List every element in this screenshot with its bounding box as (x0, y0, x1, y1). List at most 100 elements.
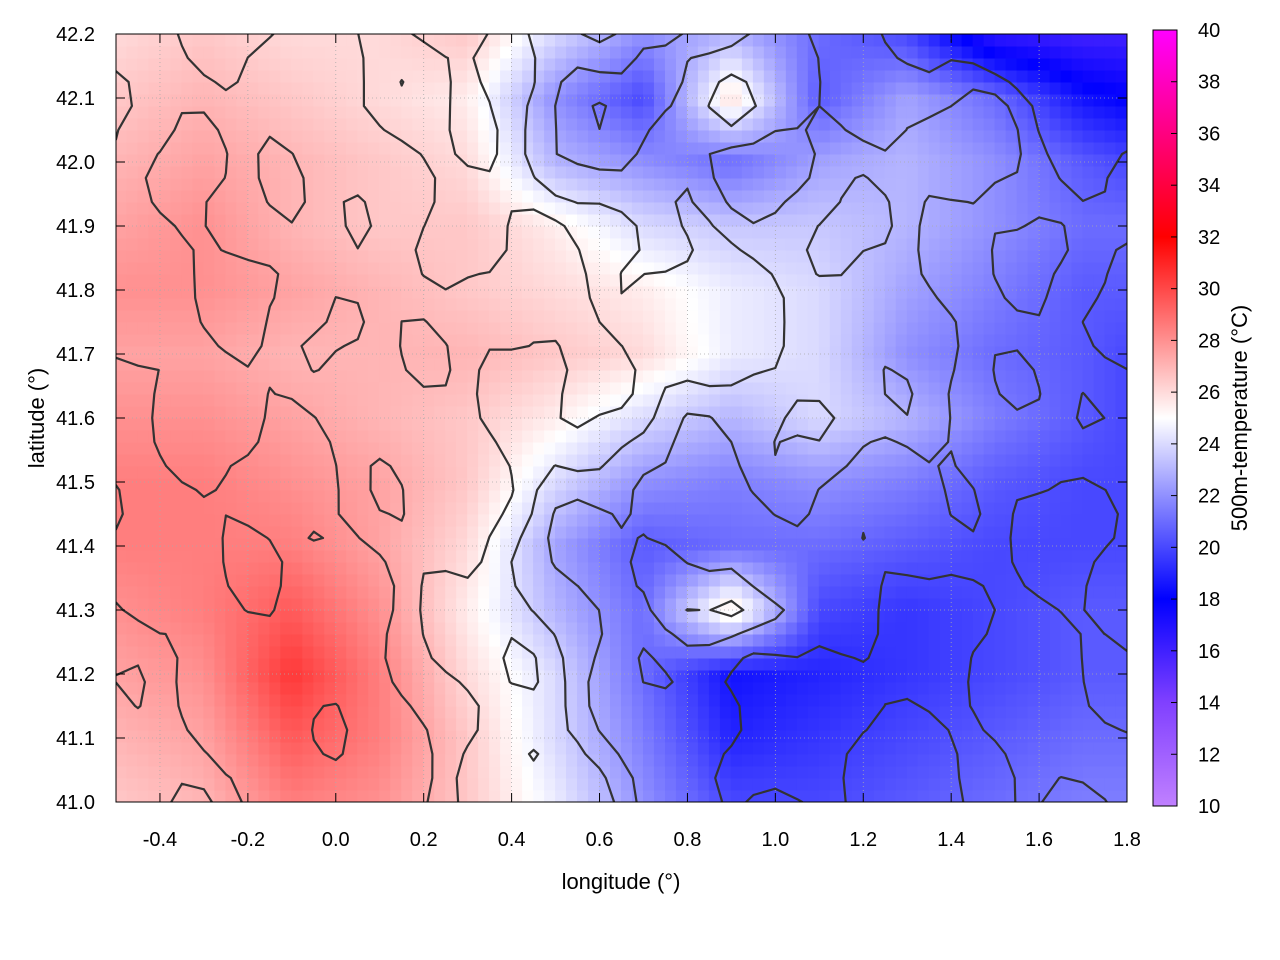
heatmap-cell (785, 453, 798, 467)
heatmap-cell (796, 273, 809, 287)
heatmap-cell (181, 645, 194, 659)
heatmap-cell (950, 597, 963, 611)
heatmap-cell (511, 525, 524, 539)
heatmap-cell (511, 597, 524, 611)
heatmap-cell (445, 369, 458, 383)
heatmap-cell (577, 501, 590, 515)
heatmap-cell (357, 705, 370, 719)
heatmap-cell (522, 369, 535, 383)
heatmap-cell (302, 693, 315, 707)
heatmap-cell (1027, 165, 1040, 179)
heatmap-cell (137, 549, 150, 563)
heatmap-cell (1005, 393, 1018, 407)
heatmap-cell (225, 333, 238, 347)
heatmap-cell (1016, 549, 1029, 563)
heatmap-cell (653, 381, 666, 395)
heatmap-cell (610, 213, 622, 227)
heatmap-cell (137, 153, 150, 167)
heatmap-cell (214, 345, 227, 359)
heatmap-cell (741, 153, 754, 167)
heatmap-cell (555, 729, 568, 743)
heatmap-cell (917, 285, 930, 299)
heatmap-cell (664, 645, 677, 659)
heatmap-cell (599, 441, 612, 455)
heatmap-cell (368, 717, 381, 731)
heatmap-cell (928, 585, 941, 599)
heatmap-cell (719, 501, 732, 515)
heatmap-cell (983, 453, 996, 467)
heatmap-cell (928, 561, 941, 575)
heatmap-cell (1016, 777, 1029, 791)
heatmap-cell (214, 381, 227, 395)
heatmap-cell (873, 405, 886, 419)
heatmap-cell (1016, 657, 1029, 671)
heatmap-cell (313, 525, 326, 539)
heatmap-cell (522, 177, 535, 191)
heatmap-cell (708, 705, 721, 719)
heatmap-cell (642, 729, 655, 743)
heatmap-cell (148, 273, 161, 287)
heatmap-cell (379, 549, 392, 563)
heatmap-cell (1005, 729, 1018, 743)
heatmap-cell (1038, 489, 1051, 503)
heatmap-cell (708, 741, 721, 755)
heatmap-cell (873, 345, 886, 359)
heatmap-cell (961, 633, 974, 647)
heatmap-cell (467, 249, 480, 263)
heatmap-cell (752, 729, 765, 743)
heatmap-cell (346, 561, 359, 575)
heatmap-cell (1082, 297, 1095, 311)
heatmap-cell (555, 693, 568, 707)
heatmap-cell (478, 597, 491, 611)
heatmap-cell (621, 633, 633, 647)
heatmap-cell (258, 453, 271, 467)
heatmap-cell (368, 573, 381, 587)
heatmap-cell (533, 765, 546, 779)
heatmap-cell (610, 177, 622, 191)
heatmap-cell (818, 309, 831, 323)
heatmap-cell (225, 345, 238, 359)
heatmap-cell (664, 765, 677, 779)
heatmap-cell (148, 765, 161, 779)
heatmap-cell (719, 765, 732, 779)
heatmap-cell (1005, 777, 1018, 791)
heatmap-cell (302, 153, 315, 167)
heatmap-cell (324, 513, 337, 527)
heatmap-cell (412, 213, 425, 227)
heatmap-cell (1027, 669, 1040, 683)
heatmap-cell (1005, 261, 1018, 275)
heatmap-cell (719, 381, 732, 395)
heatmap-cell (906, 501, 919, 515)
heatmap-cell (313, 393, 326, 407)
heatmap-cell (313, 477, 326, 491)
heatmap-cell (269, 165, 282, 179)
heatmap-cell (390, 777, 403, 791)
heatmap-cell (203, 573, 216, 587)
heatmap-cell (533, 153, 546, 167)
heatmap-cell (401, 753, 414, 767)
heatmap-cell (1038, 717, 1051, 731)
heatmap-cell (544, 237, 557, 251)
heatmap-cell (1093, 441, 1106, 455)
heatmap-cell (357, 657, 370, 671)
heatmap-cell (467, 453, 480, 467)
heatmap-cell (313, 261, 326, 275)
heatmap-cell (917, 177, 930, 191)
heatmap-cell (1038, 753, 1051, 767)
heatmap-cell (159, 333, 172, 347)
heatmap-cell (983, 741, 996, 755)
heatmap-cell (511, 369, 524, 383)
heatmap-cell (906, 597, 919, 611)
heatmap-cell (214, 417, 227, 431)
heatmap-cell (368, 765, 381, 779)
heatmap-cell (269, 585, 282, 599)
heatmap-cell (708, 693, 721, 707)
heatmap-cell (335, 201, 348, 215)
heatmap-cell (269, 741, 282, 755)
heatmap-cell (500, 597, 513, 611)
heatmap-cell (116, 153, 128, 167)
heatmap-cell (829, 681, 842, 695)
heatmap-cell (456, 477, 469, 491)
heatmap-cell (456, 237, 469, 251)
heatmap-cell (412, 465, 425, 479)
